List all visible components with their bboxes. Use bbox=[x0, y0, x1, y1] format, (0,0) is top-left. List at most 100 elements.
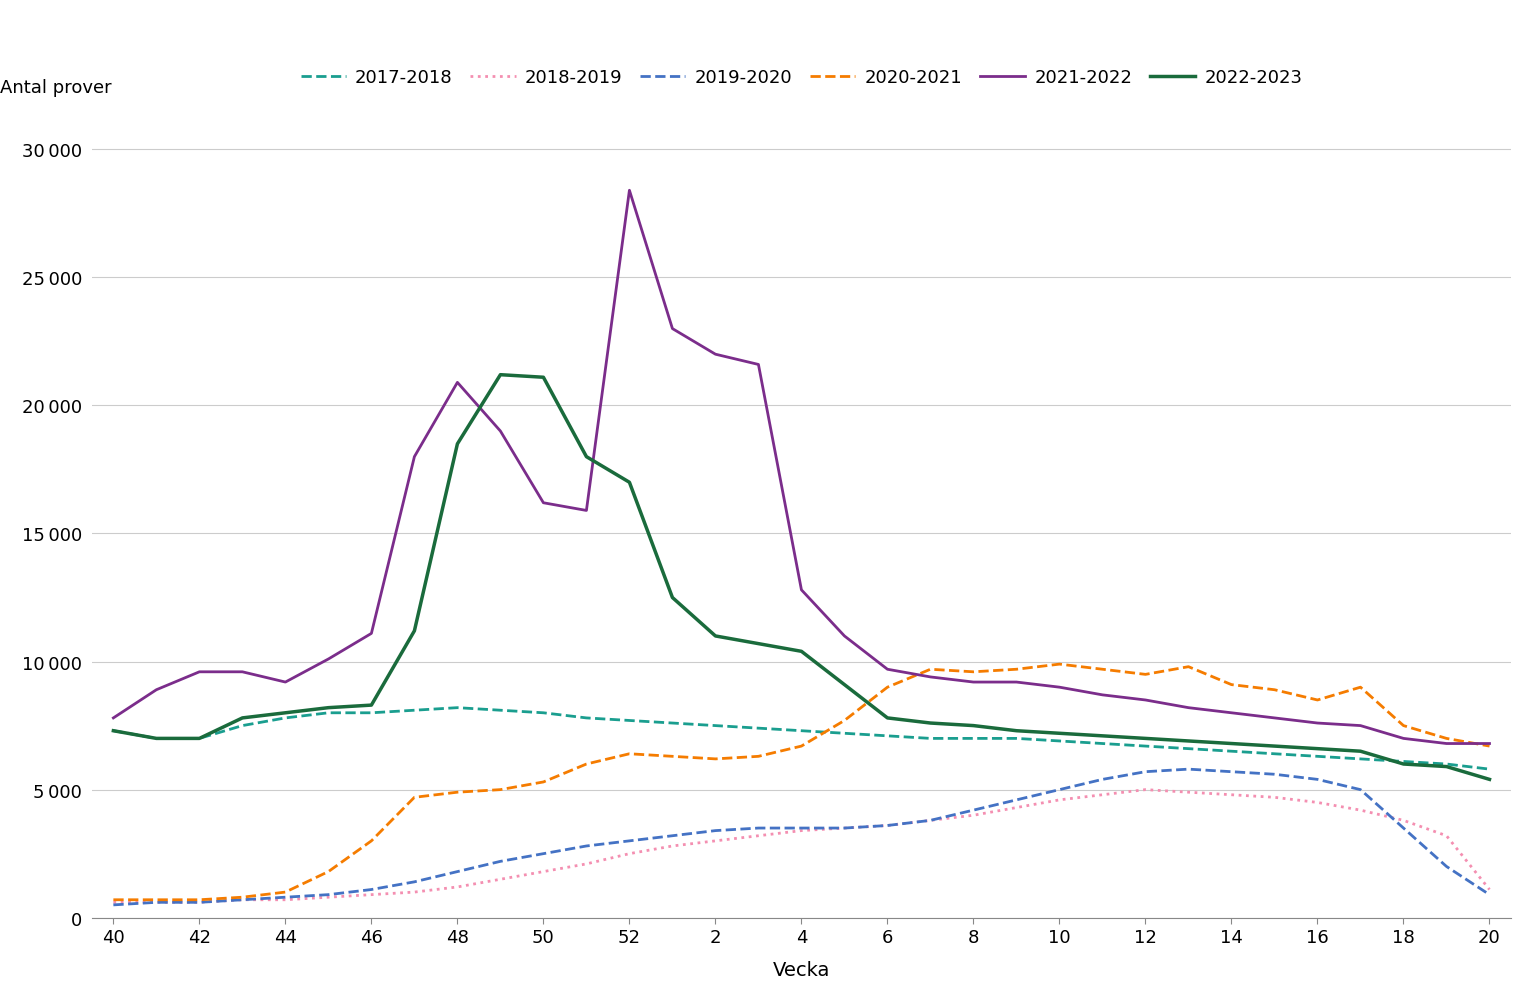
2022-2023 bbox=[707, 630, 725, 642]
2020-2021 bbox=[276, 887, 295, 899]
2017-2018 bbox=[1395, 755, 1413, 767]
Legend: 2017-2018, 2018-2019, 2019-2020, 2020-2021, 2021-2022, 2022-2023: 2017-2018, 2018-2019, 2019-2020, 2020-20… bbox=[293, 63, 1309, 94]
2019-2020 bbox=[1180, 763, 1198, 775]
2020-2021 bbox=[964, 666, 983, 678]
2021-2022 bbox=[362, 628, 380, 640]
2021-2022 bbox=[1222, 707, 1241, 719]
2021-2022 bbox=[620, 185, 638, 197]
2020-2021 bbox=[664, 750, 682, 762]
2022-2023 bbox=[964, 720, 983, 732]
2022-2023 bbox=[835, 679, 853, 691]
2019-2020 bbox=[577, 840, 595, 852]
2018-2019 bbox=[707, 835, 725, 847]
2022-2023 bbox=[362, 700, 380, 712]
2021-2022 bbox=[191, 666, 209, 678]
2022-2023 bbox=[104, 725, 122, 737]
2017-2018 bbox=[1180, 743, 1198, 754]
2017-2018 bbox=[1265, 748, 1283, 760]
2020-2021 bbox=[835, 715, 853, 727]
2019-2020 bbox=[964, 804, 983, 816]
2018-2019 bbox=[577, 858, 595, 870]
2020-2021 bbox=[319, 866, 337, 878]
2019-2020 bbox=[1050, 784, 1068, 796]
2021-2022 bbox=[835, 630, 853, 642]
Line: 2022-2023: 2022-2023 bbox=[113, 376, 1489, 779]
2018-2019 bbox=[749, 830, 768, 842]
2018-2019 bbox=[1395, 814, 1413, 826]
2022-2023 bbox=[1180, 736, 1198, 747]
2022-2023 bbox=[792, 646, 810, 658]
2017-2018 bbox=[362, 707, 380, 719]
2021-2022 bbox=[491, 425, 510, 437]
2019-2020 bbox=[1222, 766, 1241, 778]
2021-2022 bbox=[1265, 713, 1283, 725]
2021-2022 bbox=[1050, 682, 1068, 694]
2019-2020 bbox=[620, 835, 638, 847]
2022-2023 bbox=[491, 370, 510, 382]
Line: 2019-2020: 2019-2020 bbox=[113, 769, 1489, 905]
2020-2021 bbox=[406, 791, 424, 803]
2018-2019 bbox=[146, 897, 165, 909]
2021-2022 bbox=[1007, 676, 1025, 688]
2017-2018 bbox=[319, 707, 337, 719]
2021-2022 bbox=[922, 671, 940, 683]
2022-2023 bbox=[1265, 741, 1283, 752]
2020-2021 bbox=[749, 750, 768, 762]
2021-2022 bbox=[664, 323, 682, 335]
2017-2018 bbox=[664, 718, 682, 730]
2020-2021 bbox=[1480, 741, 1499, 752]
2017-2018 bbox=[1480, 763, 1499, 775]
2021-2022 bbox=[1180, 702, 1198, 714]
2019-2020 bbox=[1007, 794, 1025, 806]
X-axis label: Vecka: Vecka bbox=[772, 960, 830, 979]
2018-2019 bbox=[362, 889, 380, 901]
2019-2020 bbox=[707, 825, 725, 837]
2020-2021 bbox=[534, 776, 552, 788]
2017-2018 bbox=[707, 720, 725, 732]
2021-2022 bbox=[406, 451, 424, 463]
2022-2023 bbox=[1222, 738, 1241, 749]
2017-2018 bbox=[449, 702, 467, 714]
2021-2022 bbox=[577, 505, 595, 517]
2022-2023 bbox=[534, 372, 552, 384]
2019-2020 bbox=[1265, 768, 1283, 780]
2022-2023 bbox=[664, 592, 682, 604]
2017-2018 bbox=[534, 707, 552, 719]
2022-2023 bbox=[1050, 728, 1068, 740]
2019-2020 bbox=[1395, 822, 1413, 834]
2021-2022 bbox=[792, 584, 810, 596]
2018-2019 bbox=[1137, 784, 1155, 796]
2017-2018 bbox=[1222, 746, 1241, 757]
2022-2023 bbox=[1437, 760, 1456, 772]
2022-2023 bbox=[233, 713, 252, 725]
2020-2021 bbox=[922, 664, 940, 676]
2021-2022 bbox=[879, 664, 897, 676]
2021-2022 bbox=[146, 684, 165, 696]
2019-2020 bbox=[664, 830, 682, 842]
2022-2023 bbox=[146, 733, 165, 745]
2022-2023 bbox=[1093, 731, 1111, 743]
2018-2019 bbox=[1180, 786, 1198, 798]
2019-2020 bbox=[1093, 773, 1111, 785]
2022-2023 bbox=[1308, 743, 1326, 754]
Line: 2018-2019: 2018-2019 bbox=[113, 790, 1489, 903]
2020-2021 bbox=[1050, 658, 1068, 670]
2021-2022 bbox=[1480, 738, 1499, 749]
2019-2020 bbox=[233, 894, 252, 906]
2021-2022 bbox=[964, 676, 983, 688]
2022-2023 bbox=[577, 451, 595, 463]
2017-2018 bbox=[792, 725, 810, 737]
2019-2020 bbox=[1137, 766, 1155, 778]
2019-2020 bbox=[146, 897, 165, 909]
2019-2020 bbox=[1352, 784, 1370, 796]
2018-2019 bbox=[1437, 830, 1456, 842]
2020-2021 bbox=[1395, 720, 1413, 732]
2022-2023 bbox=[406, 625, 424, 637]
2021-2022 bbox=[1352, 720, 1370, 732]
2017-2018 bbox=[276, 713, 295, 725]
2022-2023 bbox=[1395, 758, 1413, 770]
2018-2019 bbox=[1050, 794, 1068, 806]
2022-2023 bbox=[879, 713, 897, 725]
2018-2019 bbox=[534, 866, 552, 878]
2020-2021 bbox=[1352, 682, 1370, 694]
